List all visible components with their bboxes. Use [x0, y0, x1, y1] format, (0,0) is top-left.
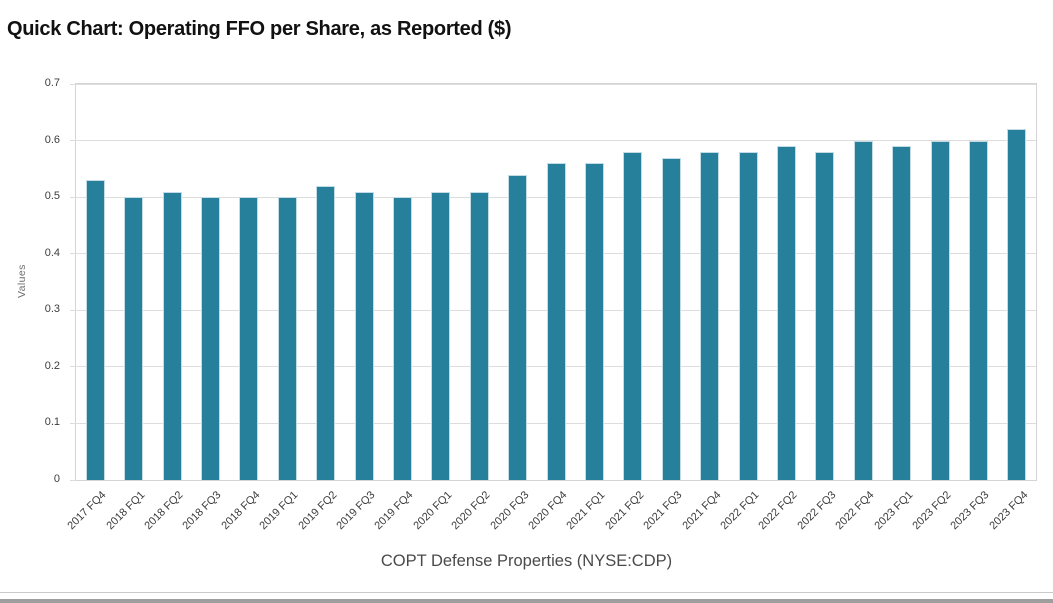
bar[interactable] — [623, 151, 643, 480]
bar[interactable] — [316, 185, 336, 480]
y-axis-tick-label: 0.6 — [44, 133, 60, 146]
y-axis-tickmark — [70, 83, 76, 85]
bar[interactable] — [392, 197, 412, 480]
x-axis-tick-label: 2018 FQ4 — [219, 489, 263, 533]
y-axis-tick-label: 0.5 — [44, 190, 60, 203]
x-axis-tick-label: 2023 FQ1 — [872, 489, 916, 533]
bottom-edge-bar — [0, 599, 1053, 603]
chart-title: Quick Chart: Operating FFO per Share, as… — [7, 18, 512, 41]
chart-caption: COPT Defense Properties (NYSE:CDP) — [380, 552, 673, 570]
bar[interactable] — [968, 140, 988, 480]
bar[interactable] — [700, 151, 720, 480]
bar[interactable] — [930, 140, 950, 480]
bar[interactable] — [508, 174, 528, 480]
x-axis-tick-label: 2022 FQ3 — [795, 489, 839, 533]
gridline — [76, 83, 1036, 85]
bar[interactable] — [546, 163, 566, 480]
y-axis-tick-label: 0.4 — [44, 246, 60, 259]
x-axis-tick-label: 2023 FQ3 — [948, 489, 992, 533]
y-axis-tickmark — [70, 309, 76, 311]
plot-area — [70, 83, 1037, 481]
bar[interactable] — [661, 157, 681, 480]
y-axis-tickmark — [70, 366, 76, 368]
x-axis-tick-label: 2023 FQ2 — [910, 489, 954, 533]
y-axis-tick-label: 0 — [53, 473, 60, 485]
bar[interactable] — [815, 151, 835, 480]
y-axis-tickmark — [70, 253, 76, 255]
y-axis-tickmark — [70, 140, 76, 142]
y-axis-tickmark — [70, 479, 76, 481]
x-axis-tick-label: 2021 FQ3 — [641, 489, 685, 533]
x-axis-tick-label: 2020 FQ1 — [411, 489, 455, 533]
bottom-divider — [0, 592, 1053, 593]
bar[interactable] — [738, 151, 758, 480]
x-axis-tick-label: 2019 FQ4 — [372, 489, 416, 533]
bar[interactable] — [239, 197, 259, 480]
bar[interactable] — [85, 180, 105, 480]
bar[interactable] — [277, 197, 297, 480]
y-axis-ticks: 0 0.1 0.2 0.3 0.4 0.5 0.6 0.7 — [0, 77, 60, 485]
x-axis-tick-label: 2020 FQ2 — [449, 489, 493, 533]
x-axis-tick-label: 2018 FQ3 — [180, 489, 224, 533]
bar[interactable] — [354, 191, 374, 480]
bar[interactable] — [200, 197, 220, 480]
x-axis-tick-label: 2022 FQ2 — [756, 489, 800, 533]
bar[interactable] — [584, 163, 604, 480]
x-axis-tick-label: 2018 FQ2 — [142, 489, 186, 533]
x-axis-tick-label: 2019 FQ1 — [257, 489, 301, 533]
x-axis-tick-label: 2020 FQ4 — [526, 489, 570, 533]
bar[interactable] — [892, 146, 912, 480]
y-axis-tick-label: 0.2 — [44, 359, 60, 372]
bar[interactable] — [776, 146, 796, 480]
y-axis-tick-label: 0.3 — [44, 303, 60, 316]
x-axis-labels: 2017 FQ4 2018 FQ1 2018 FQ2 2018 FQ3 2018 FQ4… — [66, 481, 1035, 539]
bar[interactable] — [162, 191, 182, 480]
x-axis-tick-label: 2019 FQ3 — [334, 489, 378, 533]
bar[interactable] — [124, 197, 144, 480]
x-axis-tick-label: 2017 FQ4 — [65, 489, 109, 533]
x-axis-tick-label: 2022 FQ4 — [833, 489, 877, 533]
y-axis-tick-label: 0.7 — [44, 77, 60, 89]
bar[interactable] — [431, 191, 451, 480]
bar[interactable] — [1007, 129, 1027, 480]
x-axis-tick-label: 2021 FQ1 — [564, 489, 608, 533]
y-axis-tickmark — [70, 196, 76, 198]
x-axis-tick-label: 2022 FQ1 — [718, 489, 762, 533]
y-axis-tickmark — [70, 422, 76, 424]
x-axis-tick-label: 2018 FQ1 — [104, 489, 148, 533]
x-axis-tick-label: 2023 FQ4 — [987, 489, 1031, 533]
x-axis-tick-label: 2021 FQ2 — [603, 489, 647, 533]
bar[interactable] — [853, 140, 873, 480]
x-axis-tick-label: 2021 FQ4 — [680, 489, 724, 533]
x-axis-tick-label: 2019 FQ2 — [296, 489, 340, 533]
gridline — [76, 140, 1036, 142]
x-axis-tick-label: 2020 FQ3 — [488, 489, 532, 533]
y-axis-tick-label: 0.1 — [44, 416, 60, 429]
bar[interactable] — [469, 191, 489, 480]
